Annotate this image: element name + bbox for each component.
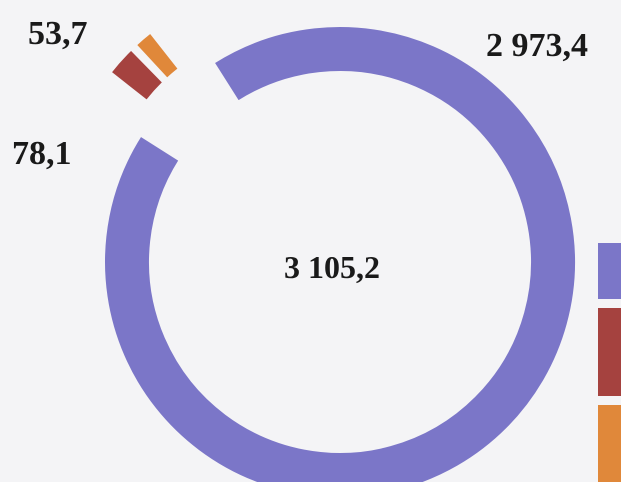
donut-slice-3 bbox=[134, 31, 181, 81]
legend bbox=[598, 243, 621, 482]
legend-swatch-1 bbox=[598, 243, 621, 299]
donut-slices bbox=[103, 25, 577, 482]
slice-label-large: 2 973,4 bbox=[486, 27, 588, 64]
total-label: 3 105,2 bbox=[284, 249, 380, 285]
slice-label-medium: 78,1 bbox=[12, 135, 72, 172]
donut-slice-2 bbox=[109, 48, 165, 103]
legend-swatch-3 bbox=[598, 405, 621, 482]
slice-label-small: 53,7 bbox=[28, 15, 88, 52]
donut-slice-1 bbox=[103, 25, 577, 482]
legend-swatch-2 bbox=[598, 308, 621, 396]
